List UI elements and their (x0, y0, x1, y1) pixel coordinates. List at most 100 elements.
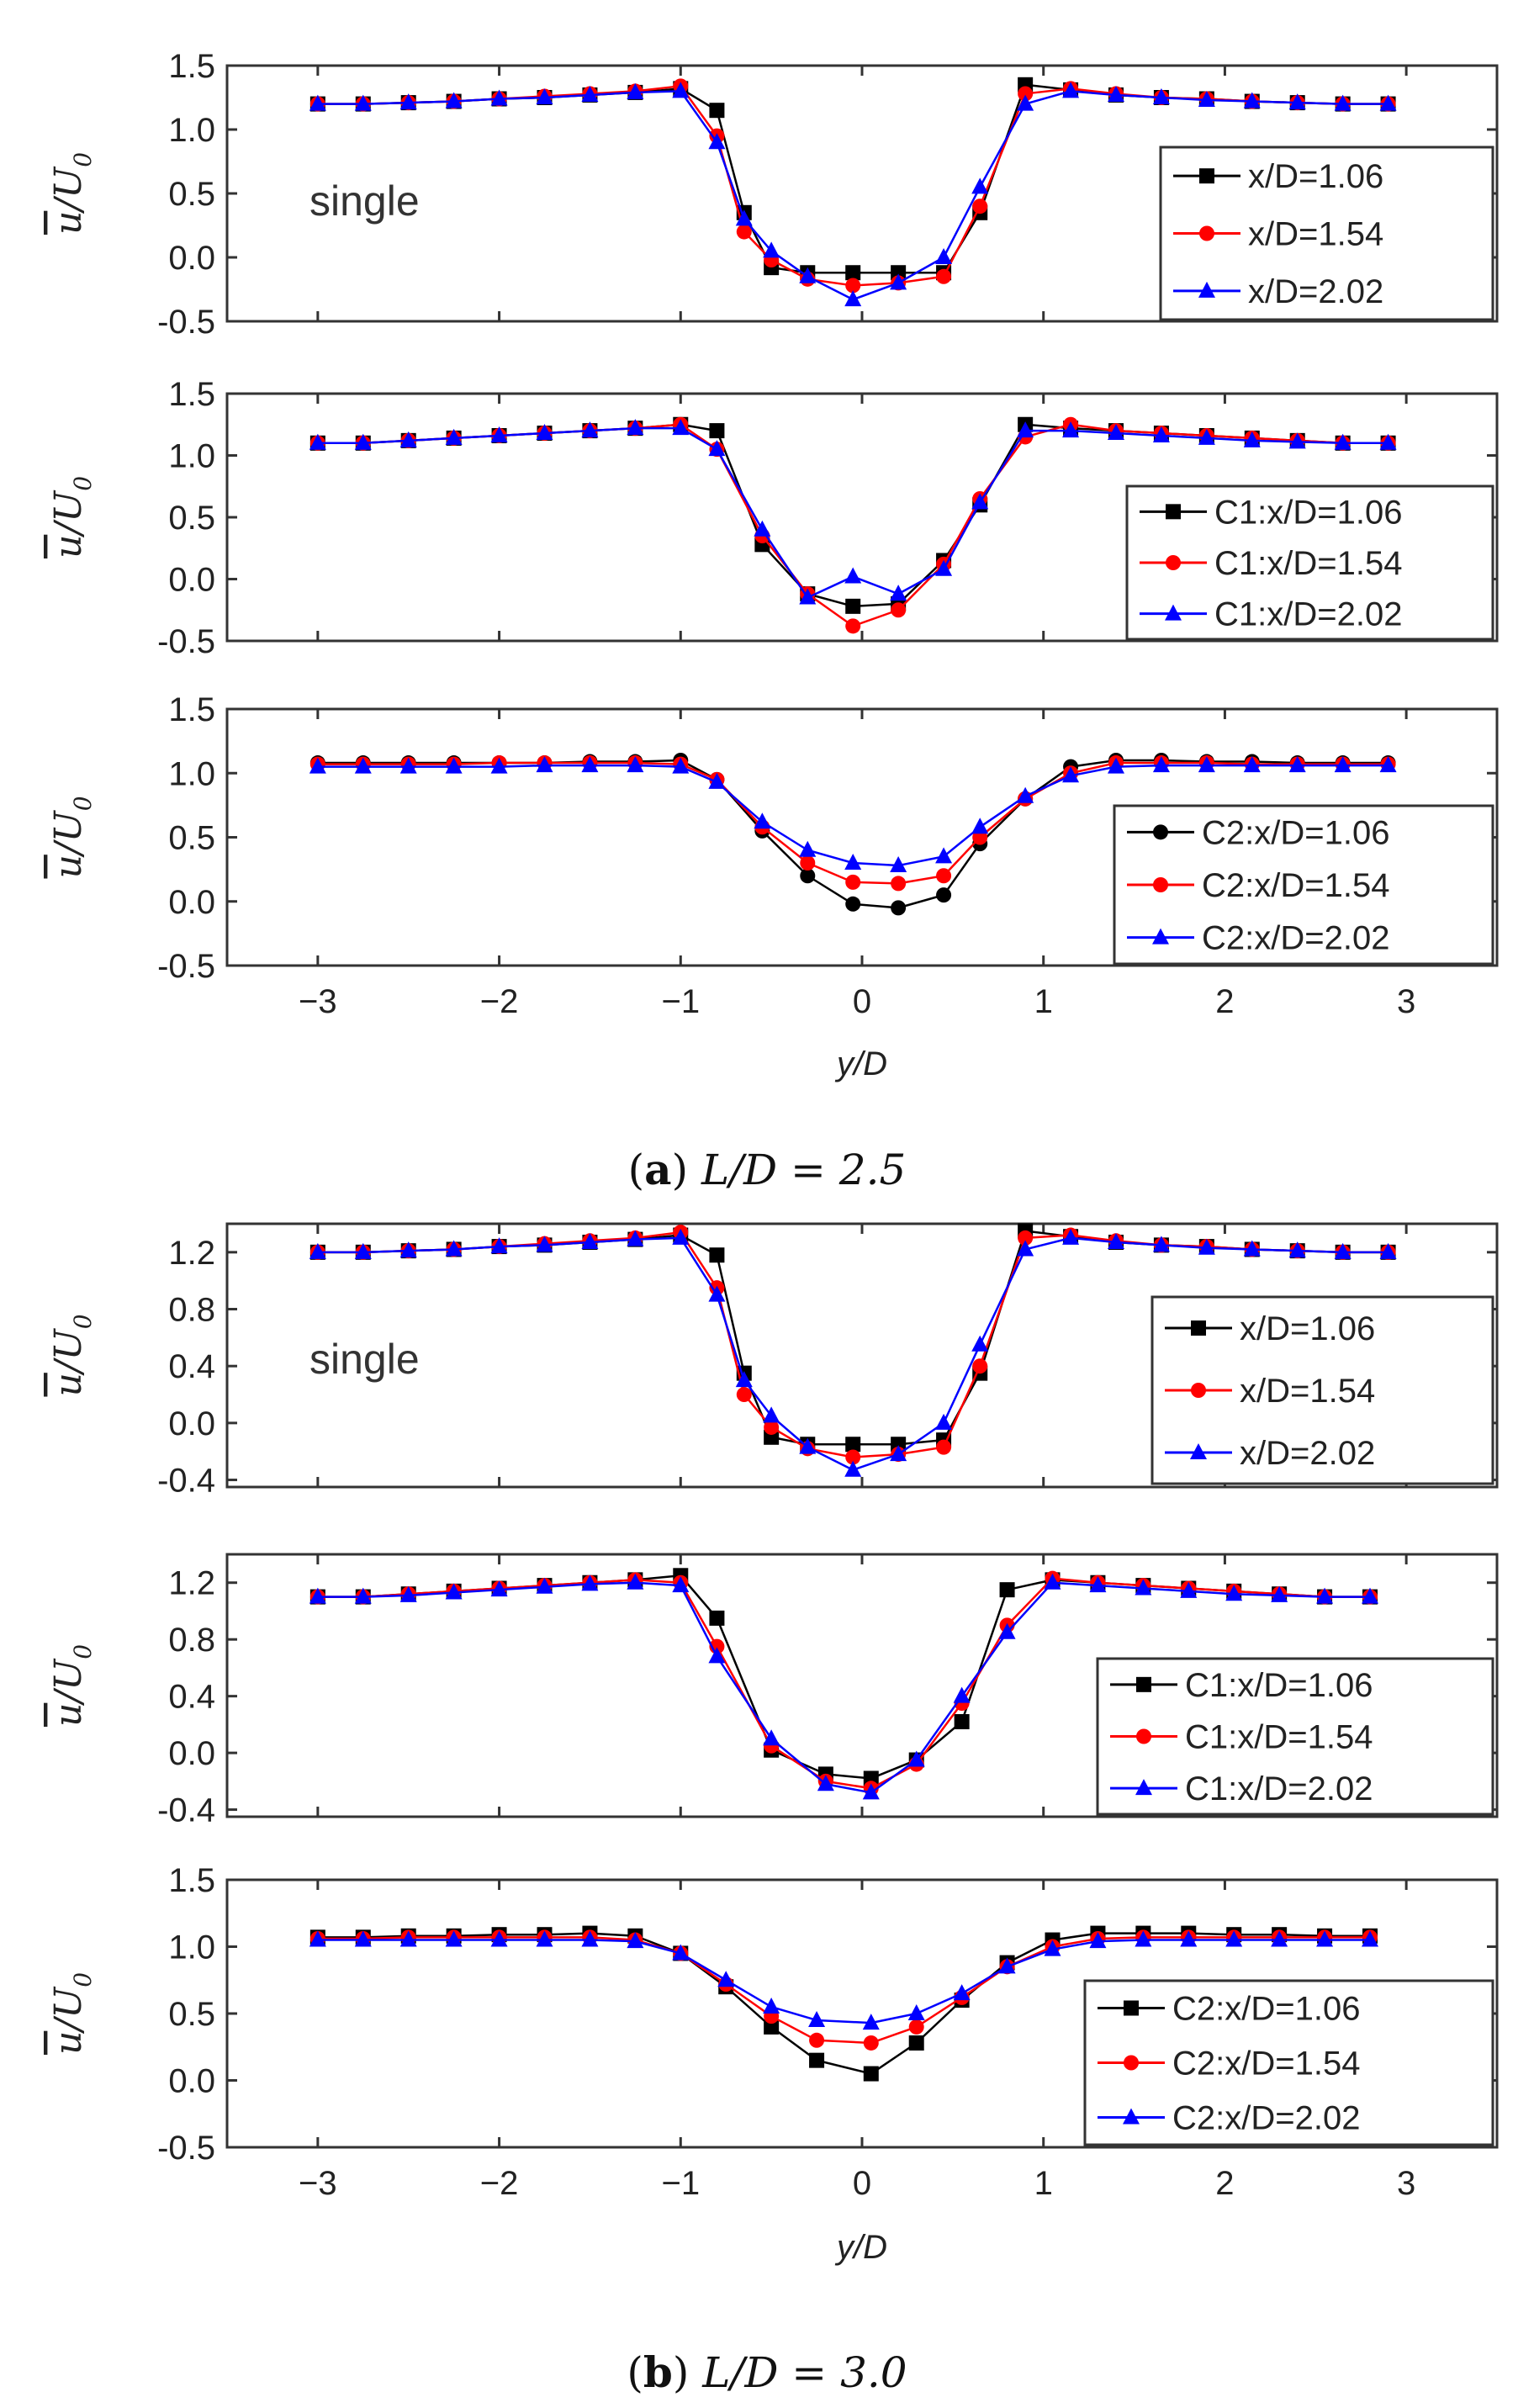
data-point (708, 1285, 726, 1302)
data-point (863, 2066, 879, 2082)
data-point (1198, 1238, 1215, 1255)
data-point (490, 426, 508, 442)
data-point (354, 757, 372, 774)
data-point (735, 1371, 753, 1388)
data-point (672, 419, 690, 436)
y-axis-label-sub: 0 (69, 796, 97, 811)
data-point (1334, 756, 1352, 773)
caption-b-text: L/D = 3.0 (701, 2348, 907, 2397)
data-point (627, 1230, 644, 1246)
data-point (845, 896, 861, 912)
data-point (808, 2010, 826, 2027)
data-point (1062, 421, 1080, 438)
data-point (1108, 85, 1124, 102)
data-point (1152, 1236, 1170, 1252)
data-point (1108, 757, 1124, 774)
data-point (799, 1437, 817, 1454)
data-point (672, 757, 690, 774)
data-point (1225, 1930, 1243, 1947)
legend-label: C1:x/D=2.02 (1185, 1770, 1373, 1807)
data-point (581, 1574, 599, 1591)
data-point (1379, 1242, 1397, 1259)
legend-label: x/D=2.02 (1240, 1435, 1375, 1472)
data-point (627, 756, 644, 773)
y-tick-label: 0.5 (168, 820, 215, 857)
data-point (1135, 1930, 1152, 1947)
legend-label: C1:x/D=1.54 (1214, 545, 1402, 582)
y-tick-label: 0.0 (168, 1735, 215, 1772)
data-point (354, 1587, 372, 1604)
data-point (709, 1610, 725, 1626)
series-line-3 (317, 1236, 1389, 1471)
legend-label: x/D=1.06 (1240, 1310, 1375, 1347)
data-point (490, 757, 508, 774)
data-point (971, 818, 989, 834)
data-point (845, 874, 861, 890)
data-point (672, 1944, 690, 1961)
legend-label: C1:x/D=1.06 (1185, 1667, 1373, 1704)
data-point (891, 876, 907, 892)
legend-marker (1199, 168, 1214, 184)
y-axis-label-sub: 0 (69, 1972, 97, 1987)
data-point (891, 900, 907, 916)
y-tick-label: -0.5 (157, 304, 215, 341)
y-axis-label: u/U0 (47, 1644, 97, 1727)
caption-b-letter: b (643, 2347, 673, 2397)
data-point (763, 1729, 780, 1746)
y-axis-label: u/U0 (47, 796, 97, 878)
y-axis-label-rest: /U (47, 490, 90, 538)
data-point (764, 2019, 780, 2035)
x-tick-label: −3 (299, 983, 337, 1020)
data-point (399, 431, 417, 447)
data-point (536, 1236, 553, 1252)
legend-marker (1190, 1443, 1207, 1459)
data-point (809, 2032, 825, 2048)
data-point (627, 82, 644, 99)
y-axis-label-rest: /U (47, 809, 90, 858)
data-point (536, 756, 553, 773)
data-point (800, 868, 816, 884)
y-axis-label-main: u (47, 2031, 90, 2055)
y-tick-label: 1.0 (168, 112, 215, 149)
y-tick-label: 0.8 (168, 1292, 215, 1329)
y-axis-label: u/U0 (47, 152, 97, 235)
x-tick-label: 2 (1215, 2165, 1234, 2202)
data-point (672, 82, 690, 98)
data-point (1017, 421, 1034, 438)
data-point (399, 1241, 417, 1258)
data-point (581, 1930, 599, 1947)
y-axis-label-main: u (47, 535, 90, 558)
data-point (717, 1971, 735, 1987)
data-point (709, 423, 725, 439)
data-point (735, 209, 753, 226)
y-tick-label: 1.0 (168, 438, 215, 475)
data-point (1062, 766, 1080, 783)
data-point (863, 2035, 879, 2051)
y-tick-label: 0.5 (168, 176, 215, 213)
data-point (1018, 1230, 1034, 1246)
data-point (891, 602, 907, 618)
data-point (627, 1573, 644, 1590)
data-point (445, 757, 463, 774)
data-point (809, 2052, 825, 2068)
data-point (1288, 432, 1306, 449)
legend-marker (1166, 555, 1181, 570)
data-point (845, 1437, 861, 1453)
data-point (953, 1686, 971, 1703)
data-point (845, 598, 861, 614)
data-point (309, 1242, 326, 1259)
y-axis-label: u/U0 (47, 1972, 97, 2055)
y-tick-label: 1.5 (168, 48, 215, 85)
data-point (354, 1242, 372, 1259)
data-point (845, 618, 861, 634)
legend-marker (1198, 281, 1215, 298)
series-line-3 (317, 1939, 1370, 2024)
data-point (309, 433, 326, 450)
data-point (490, 1580, 508, 1597)
y-tick-label: 1.5 (168, 691, 215, 728)
data-point (536, 88, 553, 104)
panel-annotation: single (309, 177, 420, 225)
data-point (672, 1576, 690, 1593)
data-point (936, 268, 952, 284)
